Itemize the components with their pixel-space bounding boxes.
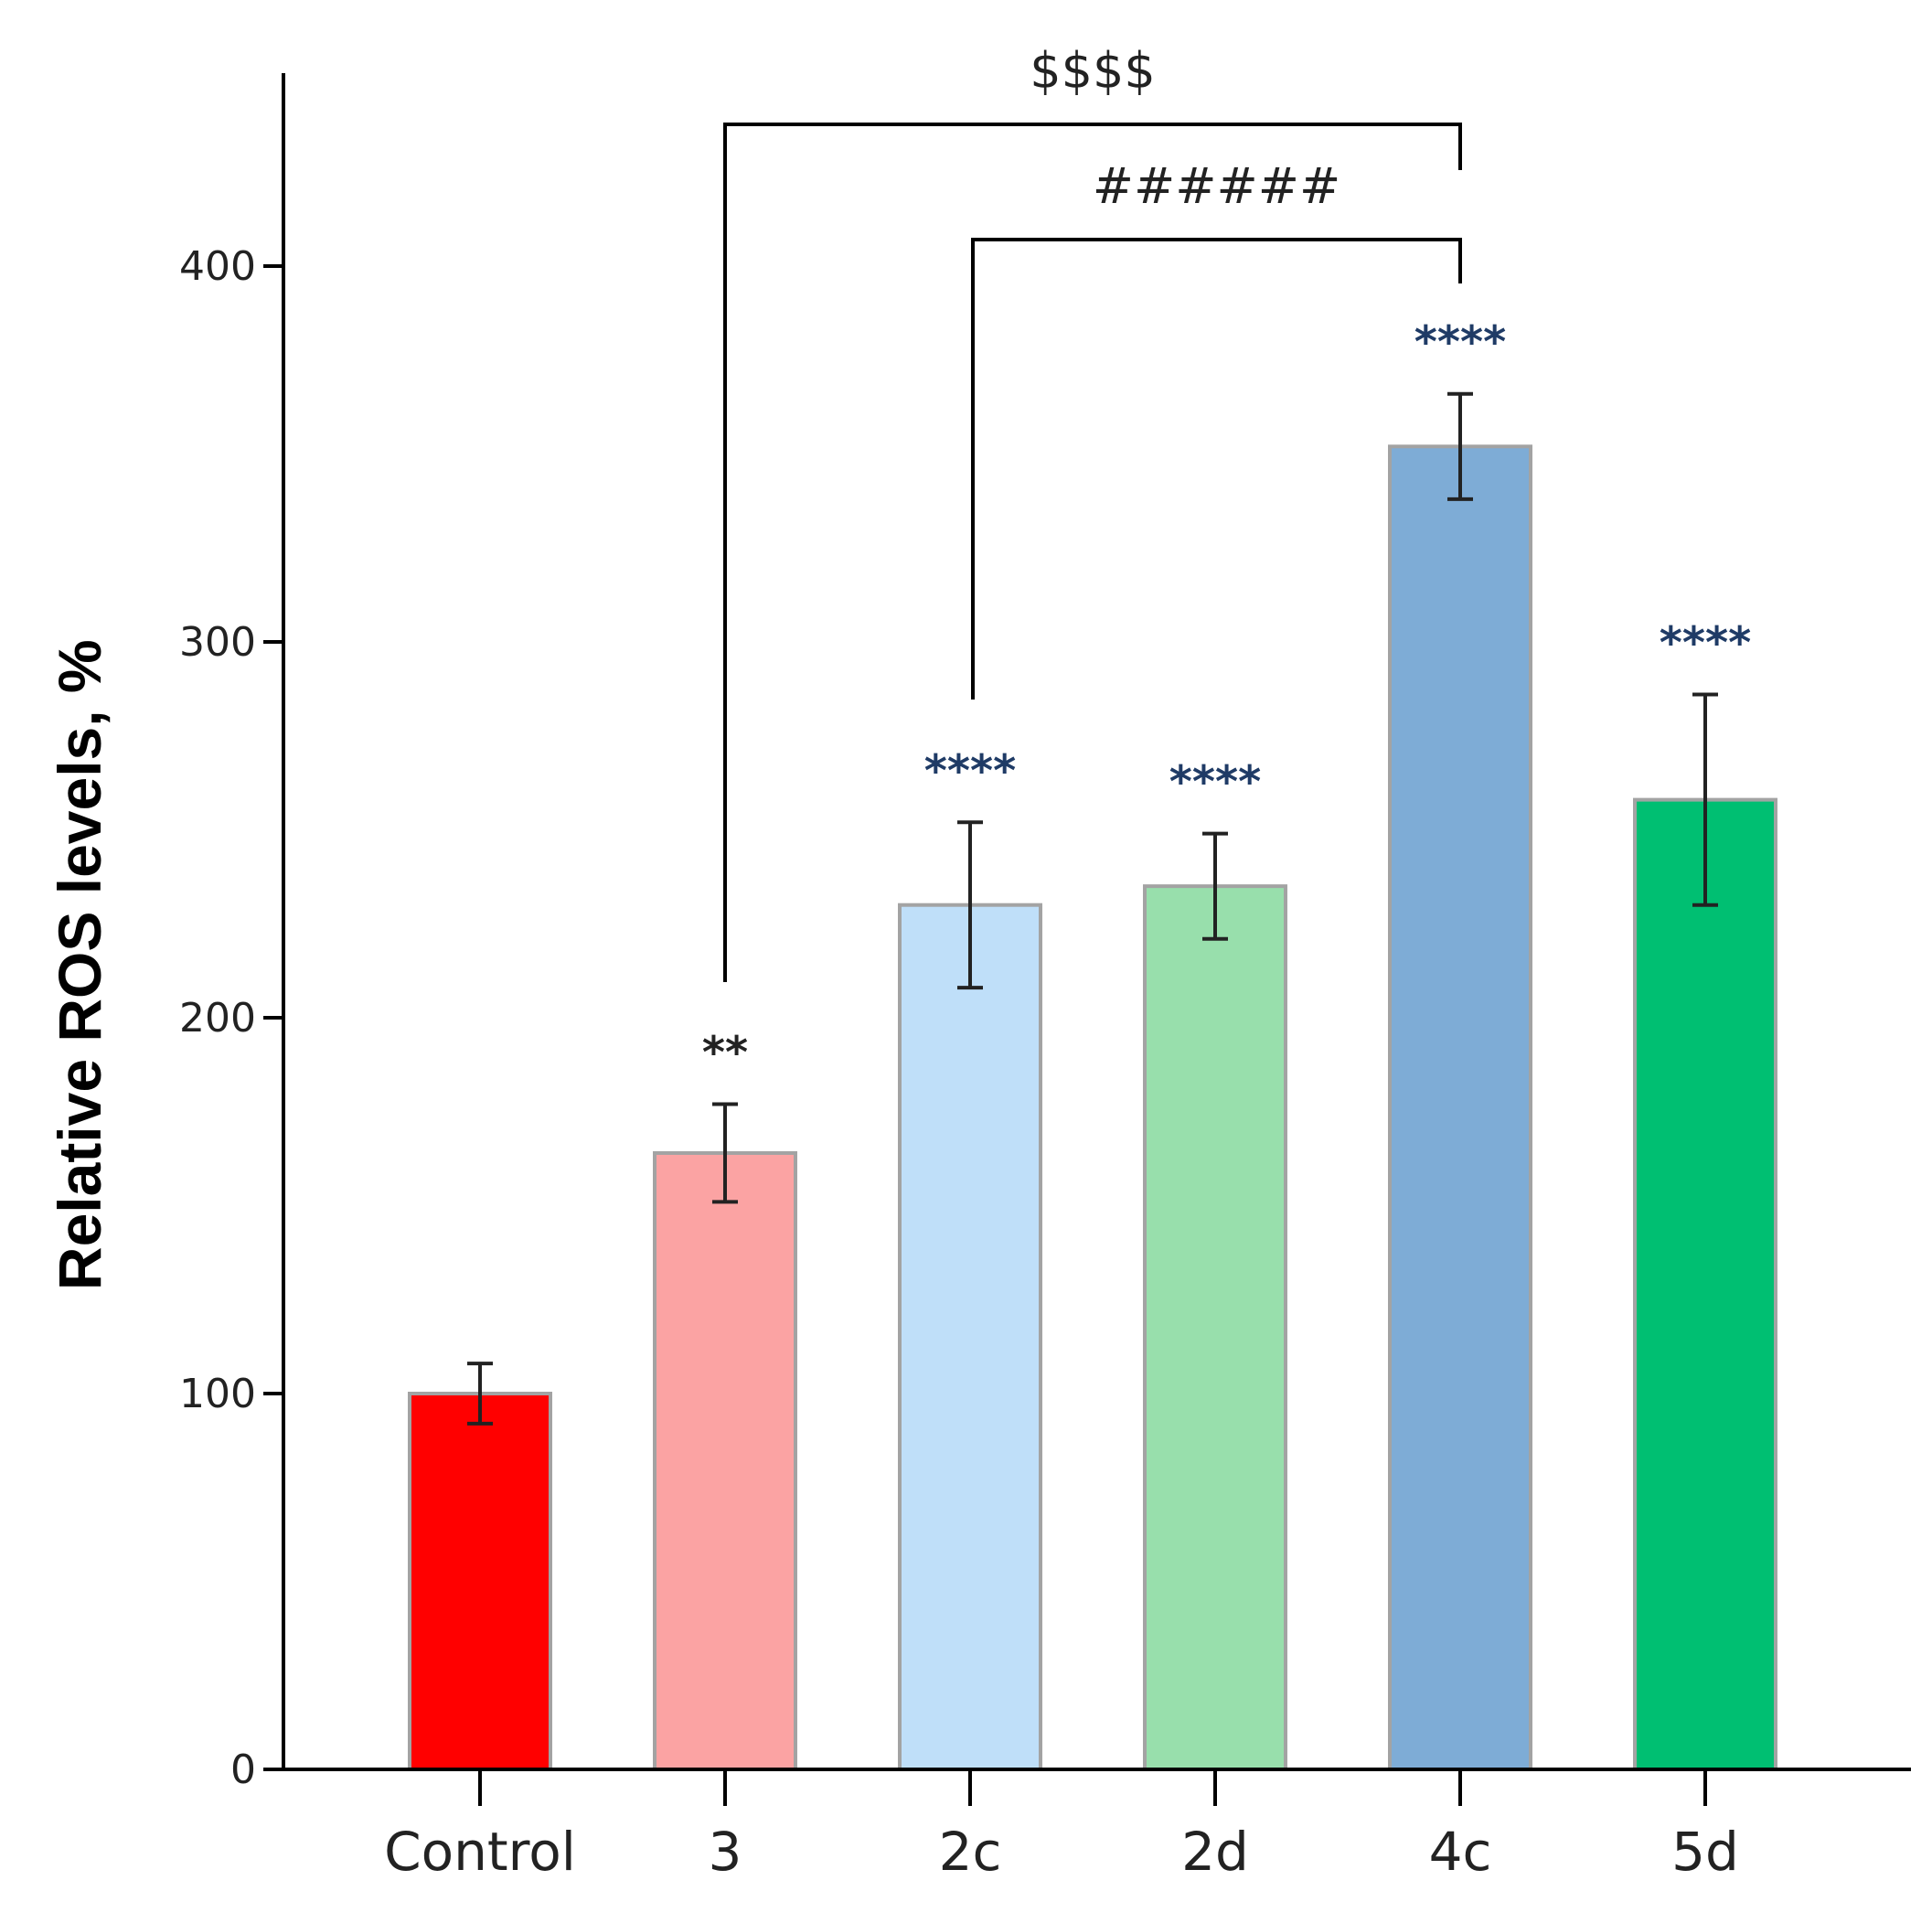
error-bar xyxy=(467,1362,493,1426)
y-tick-label: 400 xyxy=(179,243,256,290)
comparison-bracket: ###### xyxy=(971,157,1462,700)
y-axis-title: Relative ROS levels, % xyxy=(46,639,113,1290)
bar-4c xyxy=(1388,444,1532,1771)
y-axis-ticks: 0 100 200 300 400 xyxy=(179,243,283,1793)
x-tick-label: 5d xyxy=(1671,1821,1739,1883)
x-tick-label: 3 xyxy=(709,1821,742,1883)
y-tick-label: 300 xyxy=(179,619,256,666)
significance-label: ** xyxy=(702,1028,748,1079)
comparison-bracket-line xyxy=(971,238,1462,700)
comparison-bracket-line xyxy=(723,123,1462,982)
comparison-label: ###### xyxy=(1093,157,1340,215)
bar-control xyxy=(408,1392,552,1771)
x-tick-label: 2d xyxy=(1181,1821,1249,1883)
significance-label: **** xyxy=(1169,757,1261,808)
bars xyxy=(408,444,1777,1771)
y-tick-label: 100 xyxy=(179,1371,256,1417)
bar-3 xyxy=(653,1150,797,1771)
error-bar xyxy=(1447,391,1473,501)
error-bar xyxy=(1692,692,1718,907)
bar-5d xyxy=(1633,797,1777,1771)
significance-label: **** xyxy=(924,745,1016,796)
y-tick-label: 200 xyxy=(179,995,256,1042)
x-tick-label: 2c xyxy=(939,1821,1002,1883)
y-tick-label: 0 xyxy=(230,1747,256,1793)
significance-label: **** xyxy=(1414,317,1506,369)
significance-label: **** xyxy=(1660,618,1751,669)
error-bar xyxy=(957,820,983,990)
comparison-bracket: $$$$ xyxy=(723,42,1462,982)
bar-2c xyxy=(898,903,1042,1771)
significance-labels: ****** ************ xyxy=(702,317,1751,1079)
x-tick-label: 4c xyxy=(1429,1821,1492,1883)
axes xyxy=(282,73,1911,1771)
error-bars xyxy=(467,391,1718,1426)
error-bar xyxy=(712,1102,738,1204)
comparison-brackets: $$$$ ###### xyxy=(723,42,1462,982)
bar-2d xyxy=(1143,884,1287,1771)
x-axis-ticks: Control 3 2c 2d 4c 5d xyxy=(384,1769,1739,1883)
error-bar xyxy=(1202,831,1228,941)
comparison-label: $$$$ xyxy=(1030,42,1155,100)
x-tick-label: Control xyxy=(384,1821,576,1883)
